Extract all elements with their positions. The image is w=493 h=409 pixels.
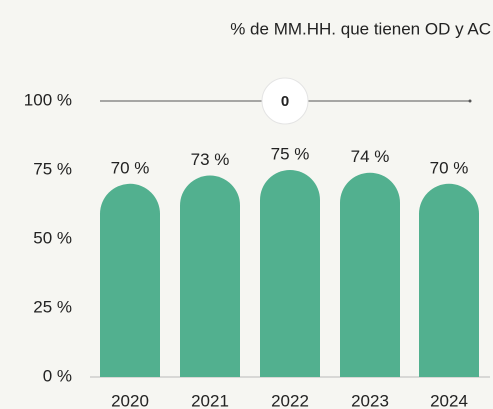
bar — [180, 175, 240, 377]
bar — [340, 172, 400, 377]
reference-label: 0 — [281, 93, 289, 110]
bar — [419, 183, 479, 377]
value-label: 75 % — [271, 144, 310, 163]
reference-end — [468, 99, 472, 103]
value-label: 73 % — [191, 150, 230, 169]
x-tick-label: 2024 — [430, 391, 468, 409]
value-label: 70 % — [111, 158, 150, 177]
value-label: 74 % — [351, 147, 390, 166]
y-tick-label: 75 % — [33, 159, 72, 178]
y-tick-label: 0 % — [43, 366, 72, 385]
y-tick-label: 25 % — [33, 297, 72, 316]
y-tick-label: 100 % — [24, 90, 72, 109]
y-tick-label: 50 % — [33, 228, 72, 247]
reference-handle — [261, 77, 309, 125]
bar — [100, 183, 160, 377]
x-tick-label: 2020 — [111, 391, 149, 409]
x-tick-label: 2021 — [191, 391, 229, 409]
chart-title: % de MM.HH. que tienen OD y AC — [230, 19, 491, 38]
x-tick-label: 2023 — [351, 391, 389, 409]
x-tick-label: 2022 — [271, 391, 309, 409]
value-label: 70 % — [430, 158, 469, 177]
bar — [260, 170, 320, 377]
